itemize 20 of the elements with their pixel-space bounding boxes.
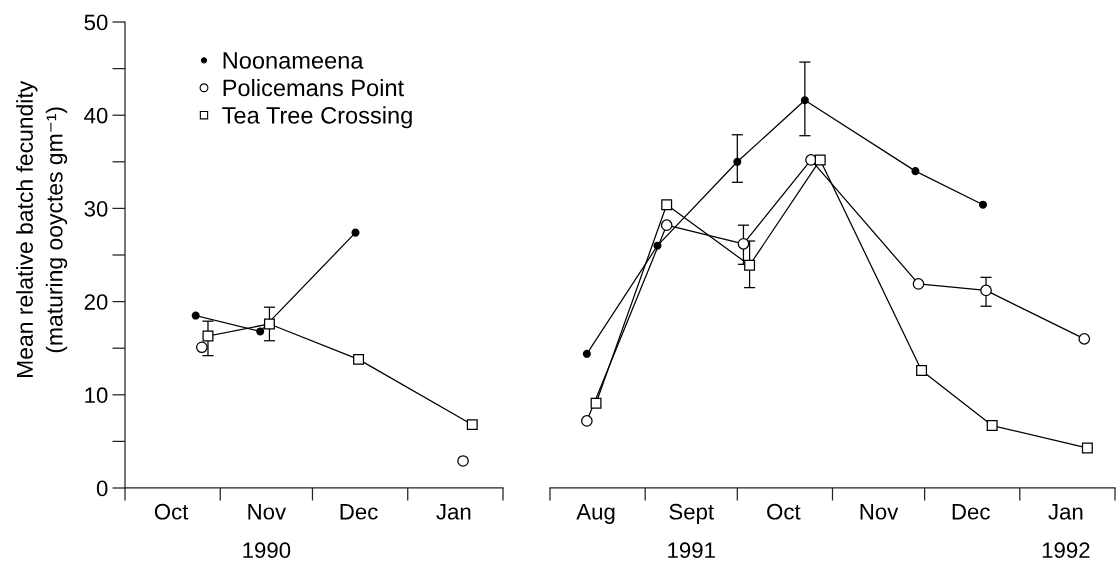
x-tick-label: Nov 1990 xyxy=(243,504,291,559)
legend-label: Policemans Point xyxy=(223,78,404,97)
x-tick-label: Oct xyxy=(154,503,189,520)
y-tick-label: 40 xyxy=(84,107,108,124)
x-tick-label: Aug xyxy=(576,504,615,524)
legend-label: Noonameena xyxy=(223,52,364,69)
legend-label: Tea Tree Crossing xyxy=(222,106,412,129)
y-tick-label: 10 xyxy=(85,387,108,404)
y-axis-title: Mean relative batch fecundity (maturing ooyctes gm⁻¹) xyxy=(16,80,68,377)
x-tick-label: Sept 1991 xyxy=(668,503,715,559)
x-tick-label: Nov xyxy=(860,504,899,520)
x-tick-label: Jan xyxy=(436,504,471,520)
y-tick-label: 50 xyxy=(84,14,108,31)
y-tick-label: 30 xyxy=(84,200,108,217)
x-tick-label: Dec xyxy=(952,504,990,520)
x-tick-label: Dec xyxy=(340,504,378,520)
y-tick-label: 20 xyxy=(84,294,108,310)
x-tick-label: Oct xyxy=(767,503,801,520)
x-tick-label: Jan 1992 xyxy=(1042,504,1090,559)
y-tick-label: 0 xyxy=(96,480,108,497)
